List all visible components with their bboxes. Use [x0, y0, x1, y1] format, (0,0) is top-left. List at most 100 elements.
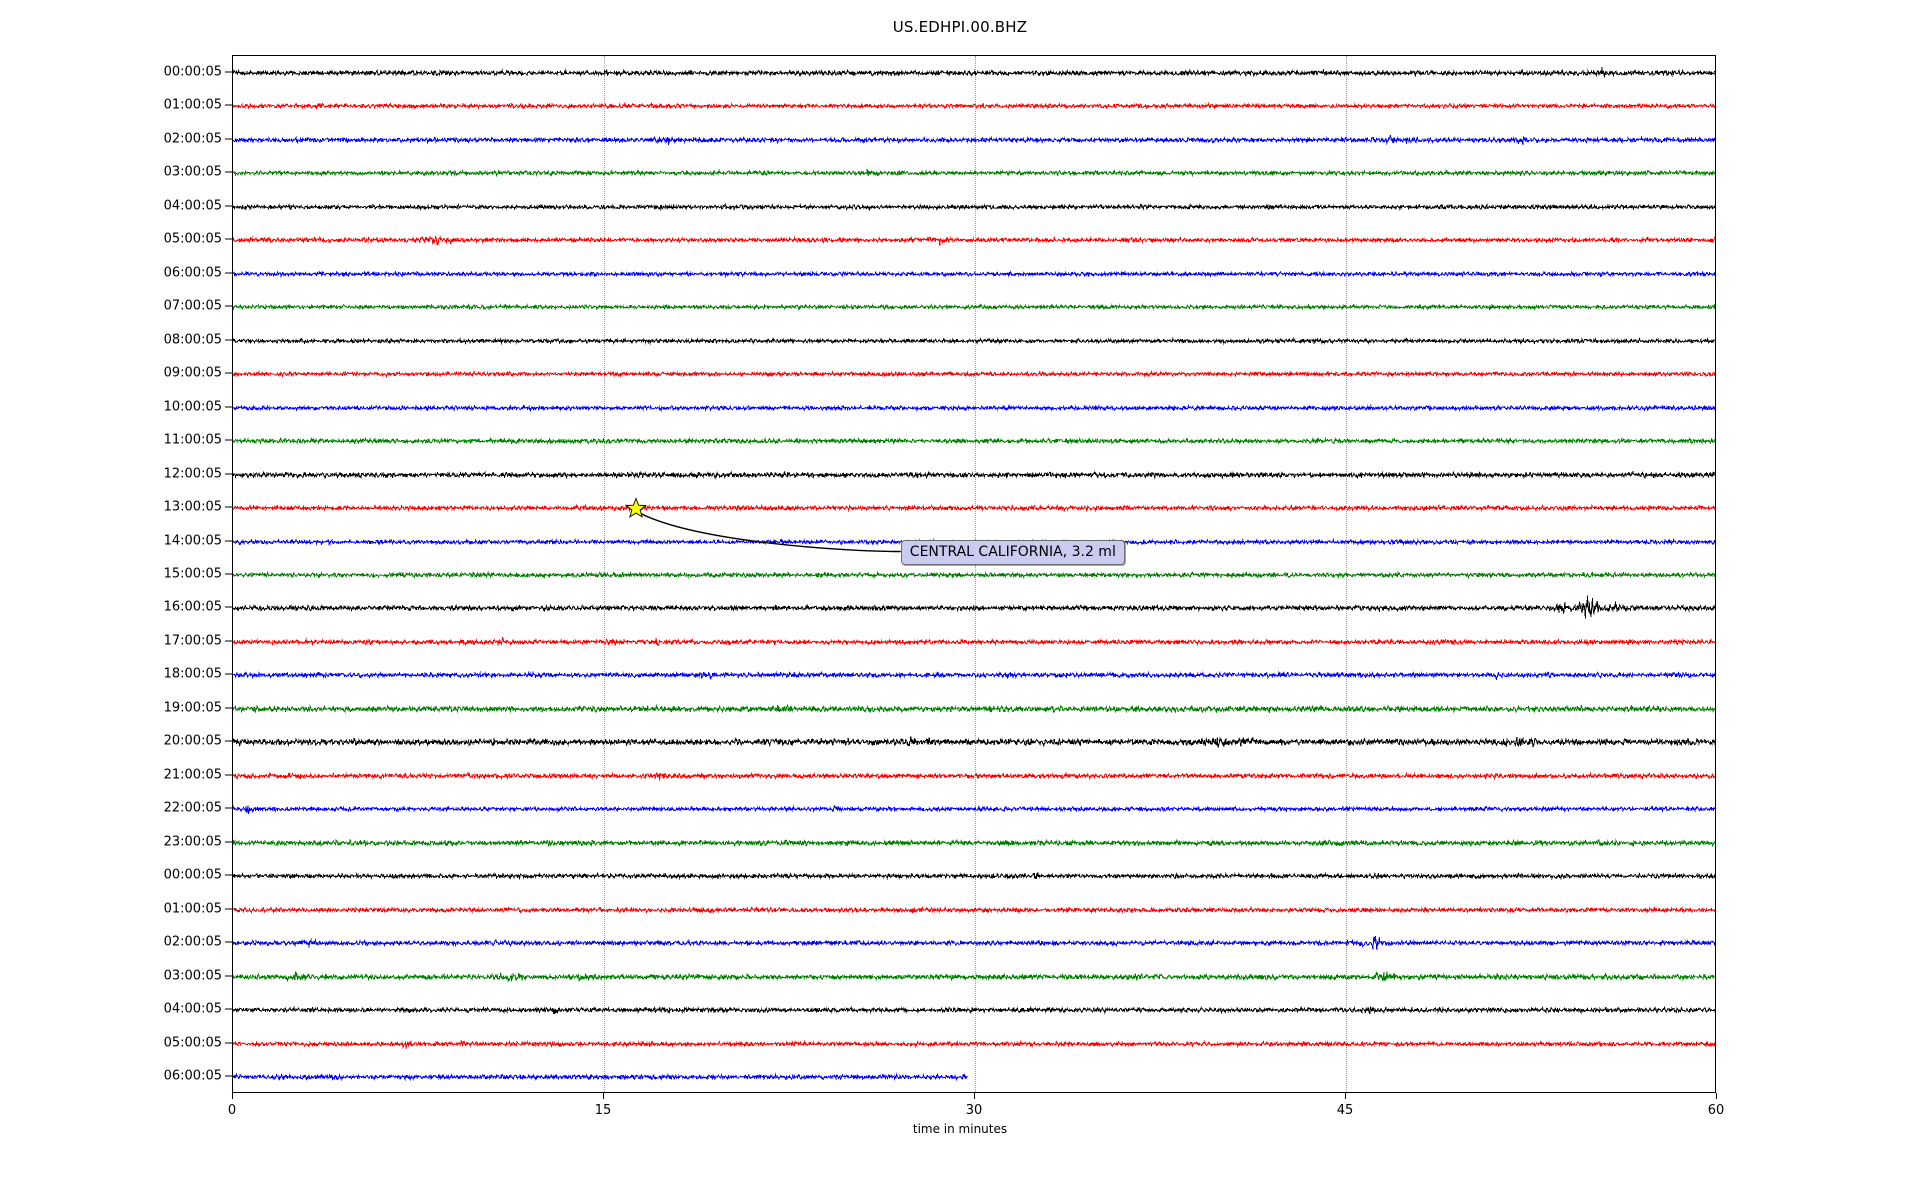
y-tick-label: 03:00:05 [163, 968, 222, 984]
y-tick-label: 03:00:05 [163, 164, 222, 180]
y-tick-mark [225, 104, 232, 106]
x-tick-mark [232, 1093, 233, 1099]
y-tick-label: 16:00:05 [163, 599, 222, 615]
seismogram-trace [233, 595, 1715, 621]
y-tick-label: 21:00:05 [163, 767, 222, 783]
y-tick-label: 06:00:05 [163, 1068, 222, 1084]
y-tick-label: 11:00:05 [163, 432, 222, 448]
y-tick-label: 17:00:05 [163, 633, 222, 649]
seismogram-trace [233, 160, 1715, 186]
y-tick-label: 19:00:05 [163, 700, 222, 716]
y-tick-label: 22:00:05 [163, 800, 222, 816]
y-tick-label: 13:00:05 [163, 499, 222, 515]
seismogram-trace [233, 428, 1715, 454]
y-tick-mark [225, 874, 232, 876]
seismogram-trace [233, 1031, 1715, 1057]
y-tick-mark [225, 573, 232, 575]
x-tick-mark [603, 1093, 604, 1099]
y-tick-mark [225, 908, 232, 910]
y-tick-mark [225, 71, 232, 73]
seismogram-trace [233, 930, 1715, 956]
y-tick-label: 23:00:05 [163, 834, 222, 850]
y-tick-label: 02:00:05 [163, 934, 222, 950]
y-tick-mark [225, 473, 232, 475]
seismogram-trace [233, 796, 1715, 822]
seismogram-trace [233, 964, 1715, 990]
seismogram-trace [233, 662, 1715, 688]
y-tick-label: 08:00:05 [163, 332, 222, 348]
y-tick-mark [225, 740, 232, 742]
plot-axes: CENTRAL CALIFORNIA, 3.2 ml [232, 55, 1716, 1093]
seismogram-trace [233, 763, 1715, 789]
y-tick-mark [225, 1008, 232, 1010]
y-tick-mark [225, 1075, 232, 1077]
seismogram-trace [233, 361, 1715, 387]
seismogram-trace [233, 997, 1715, 1023]
seismogram-trace [233, 194, 1715, 220]
y-tick-mark [225, 439, 232, 441]
seismogram-trace [233, 897, 1715, 923]
y-tick-mark [225, 506, 232, 508]
x-tick-label: 15 [594, 1103, 612, 1118]
x-tick-mark [1345, 1093, 1346, 1099]
y-tick-mark [225, 272, 232, 274]
seismogram-trace [233, 93, 1715, 119]
seismogram-trace [233, 294, 1715, 320]
x-tick-label: 45 [1336, 1103, 1354, 1118]
x-tick-mark [974, 1093, 975, 1099]
y-tick-label: 12:00:05 [163, 466, 222, 482]
plot-clip-area: CENTRAL CALIFORNIA, 3.2 ml [233, 56, 1715, 1092]
y-tick-label: 04:00:05 [163, 198, 222, 214]
y-tick-mark [225, 807, 232, 809]
y-tick-label: 07:00:05 [163, 298, 222, 314]
y-tick-mark [225, 841, 232, 843]
y-tick-mark [225, 339, 232, 341]
x-axis-title: time in minutes [912, 1122, 1008, 1136]
seismogram-trace [233, 629, 1715, 655]
seismogram-trace [233, 830, 1715, 856]
y-tick-label: 15:00:05 [163, 566, 222, 582]
y-tick-label: 00:00:05 [163, 64, 222, 80]
y-tick-label: 09:00:05 [163, 365, 222, 381]
seismogram-trace [233, 261, 1715, 287]
y-tick-mark [225, 305, 232, 307]
y-tick-label: 05:00:05 [163, 231, 222, 247]
seismogram-trace [233, 328, 1715, 354]
y-tick-mark [225, 606, 232, 608]
seismogram-trace [233, 127, 1715, 153]
y-tick-label: 01:00:05 [163, 901, 222, 917]
y-tick-label: 06:00:05 [163, 265, 222, 281]
seismogram-trace [233, 60, 1715, 86]
y-tick-label: 14:00:05 [163, 533, 222, 549]
y-tick-mark [225, 1042, 232, 1044]
x-tick-label: 30 [965, 1103, 983, 1118]
y-tick-label: 00:00:05 [163, 867, 222, 883]
y-tick-mark [225, 205, 232, 207]
y-tick-mark [225, 975, 232, 977]
seismogram-trace [233, 395, 1715, 421]
y-tick-label: 10:00:05 [163, 399, 222, 415]
seismogram-trace [233, 696, 1715, 722]
y-tick-mark [225, 707, 232, 709]
x-tick-mark [1716, 1093, 1717, 1099]
y-tick-label: 04:00:05 [163, 1001, 222, 1017]
seismogram-trace [233, 863, 1715, 889]
chart-title: US.EDHPI.00.BHZ [892, 18, 1028, 36]
y-tick-mark [225, 372, 232, 374]
y-tick-mark [225, 171, 232, 173]
y-tick-mark [225, 774, 232, 776]
y-tick-label: 01:00:05 [163, 97, 222, 113]
y-tick-mark [225, 138, 232, 140]
x-tick-label: 60 [1707, 1103, 1725, 1118]
seismogram-trace [233, 495, 1715, 521]
y-tick-label: 02:00:05 [163, 131, 222, 147]
seismogram-trace [233, 227, 1715, 253]
y-tick-label: 18:00:05 [163, 666, 222, 682]
annotation-label[interactable]: CENTRAL CALIFORNIA, 3.2 ml [900, 539, 1125, 565]
y-tick-mark [225, 540, 232, 542]
y-tick-label: 05:00:05 [163, 1035, 222, 1051]
y-tick-mark [225, 238, 232, 240]
seismogram-trace [233, 462, 1715, 488]
seismogram-trace [233, 562, 1715, 588]
